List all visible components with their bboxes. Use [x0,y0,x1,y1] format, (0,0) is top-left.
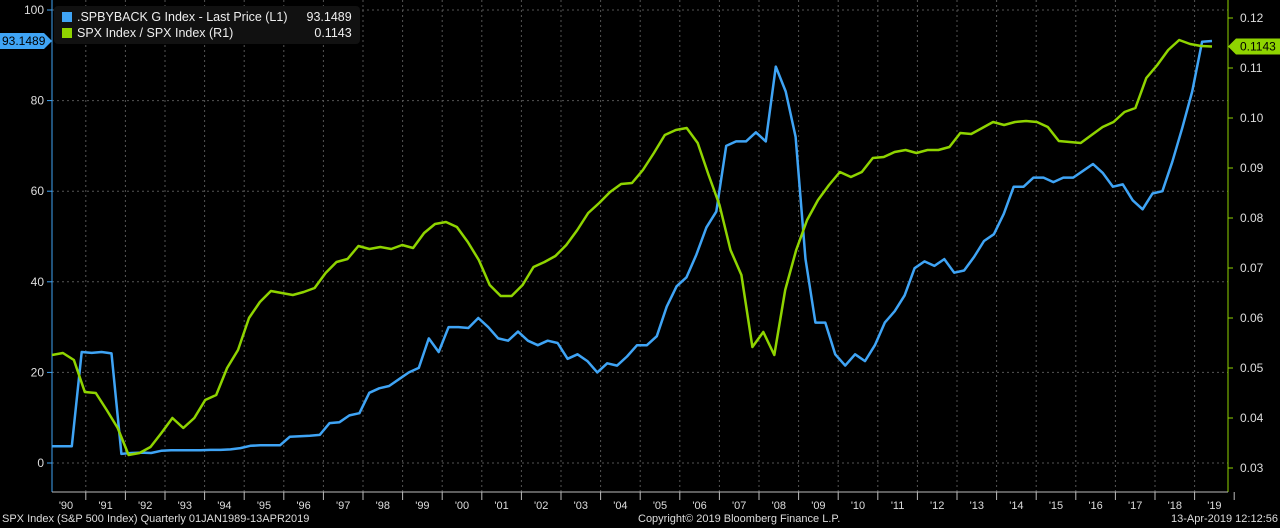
x-tick-label: '98 [376,500,390,512]
right-tick-label: 0.07 [1240,261,1264,275]
legend-item-buyback: .SPBYBACK G Index - Last Price (L1) 93.14… [62,9,352,25]
x-tick-label: '03 [574,500,588,512]
x-tick-label: '06 [692,500,706,512]
x-tick-label: '13 [970,500,984,512]
x-tick-label: '02 [534,500,548,512]
x-tick-label: '18 [1168,500,1182,512]
footer-security: SPX Index (S&P 500 Index) Quarterly 01JA… [2,513,310,525]
x-tick-label: '01 [494,500,508,512]
legend-swatch-green [62,28,72,38]
right-tick-label: 0.03 [1240,461,1264,475]
x-tick-label: '05 [653,500,667,512]
x-tick-label: '92 [138,500,152,512]
left-tick-label: 20 [31,365,45,379]
footer-copyright: Copyright© 2019 Bloomberg Finance L.P. [638,513,841,525]
series-line-1 [51,38,1213,457]
x-tick-label: '99 [415,500,429,512]
x-tick-label: '14 [1009,500,1023,512]
x-tick-label: '95 [257,500,271,512]
x-tick-label: '90 [59,500,73,512]
last-value-label: 93.1489 [2,34,46,48]
legend-item-spx: SPX Index / SPX Index (R1) 0.1143 [62,25,352,41]
x-tick-label: '97 [336,500,350,512]
x-tick-label: '12 [930,500,944,512]
x-tick-label: '15 [1049,500,1063,512]
legend-value: 93.1489 [306,10,352,24]
series-line-0 [52,39,1213,456]
right-tick-label: 0.10 [1240,111,1264,125]
x-tick-label: '10 [851,500,865,512]
right-tick-label: 0.12 [1240,11,1264,25]
last-value-label: 0.1143 [1240,40,1276,54]
left-tick-label: 100 [24,3,44,17]
legend: .SPBYBACK G Index - Last Price (L1) 93.14… [54,6,360,44]
right-tick-label: 0.04 [1240,411,1264,425]
x-tick-label: '96 [296,500,310,512]
x-tick-label: '00 [455,500,469,512]
right-tick-label: 0.05 [1240,361,1264,375]
legend-value: 0.1143 [314,26,352,40]
x-tick-label: '19 [1207,500,1221,512]
left-tick-label: 80 [31,94,45,108]
x-tick-label: '16 [1088,500,1102,512]
left-tick-label: 40 [31,275,45,289]
left-tick-label: 0 [37,456,44,470]
right-tick-label: 0.06 [1240,311,1264,325]
footer-timestamp: 13-Apr-2019 12:12:56 [1170,513,1278,525]
x-tick-label: '17 [1128,500,1142,512]
x-tick-label: '91 [98,500,112,512]
x-tick-label: '93 [178,500,192,512]
x-tick-label: '07 [732,500,746,512]
legend-swatch-blue [62,12,72,22]
last-value-marker-right [1228,38,1280,55]
x-tick-label: '94 [217,500,231,512]
right-tick-label: 0.08 [1240,211,1264,225]
right-tick-label: 0.09 [1240,161,1264,175]
x-tick-label: '04 [613,500,627,512]
x-tick-label: '08 [772,500,786,512]
last-value-marker-left [0,33,52,50]
right-tick-label: 0.11 [1240,61,1263,75]
x-tick-label: '09 [811,500,825,512]
legend-label: .SPBYBACK G Index - Last Price (L1) [77,10,288,24]
legend-label: SPX Index / SPX Index (R1) [77,26,234,40]
x-tick-label: '11 [891,500,905,512]
left-tick-label: 60 [31,184,45,198]
